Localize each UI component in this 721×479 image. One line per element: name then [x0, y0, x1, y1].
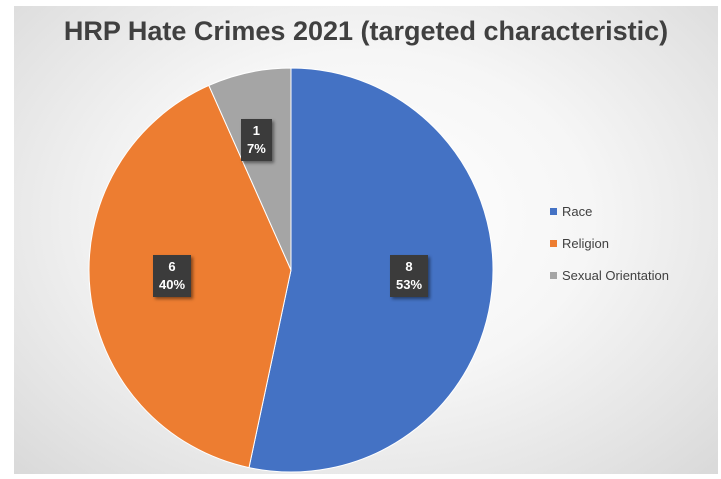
pie-slice-sexual-orientation — [208, 67, 292, 271]
data-label-sexual-orientation: 1 7% — [241, 119, 272, 161]
data-label-sexual-orientation-value: 1 — [252, 123, 261, 138]
chart-title: HRP Hate Crimes 2021 (targeted character… — [63, 16, 669, 46]
chart-area: HRP Hate Crimes 2021 (targeted character… — [14, 6, 718, 474]
legend-label-sexual-orientation: Sexual Orientation — [562, 267, 669, 283]
chart-legend: Race Religion Sexual Orientation — [550, 202, 669, 298]
legend-label-race: Race — [562, 203, 593, 219]
data-label-religion: 6 40% — [153, 255, 192, 297]
data-label-sexual-orientation-percent: 7% — [247, 141, 266, 156]
pie-slice-race — [248, 67, 494, 473]
legend-label-religion: Religion — [562, 235, 609, 251]
legend-swatch-race — [550, 207, 557, 215]
legend-swatch-religion — [550, 239, 557, 247]
legend-item-sexual-orientation: Sexual Orientation — [550, 266, 669, 284]
legend-swatch-sexual-orientation — [550, 271, 557, 279]
legend-item-race: Race — [550, 202, 669, 220]
data-label-religion-percent: 40% — [159, 277, 186, 292]
data-label-race-percent: 53% — [396, 277, 423, 292]
legend-item-religion: Religion — [550, 234, 669, 252]
data-label-race-value: 8 — [405, 259, 413, 274]
data-label-race: 8 53% — [390, 255, 429, 297]
data-label-religion-value: 6 — [168, 259, 176, 274]
